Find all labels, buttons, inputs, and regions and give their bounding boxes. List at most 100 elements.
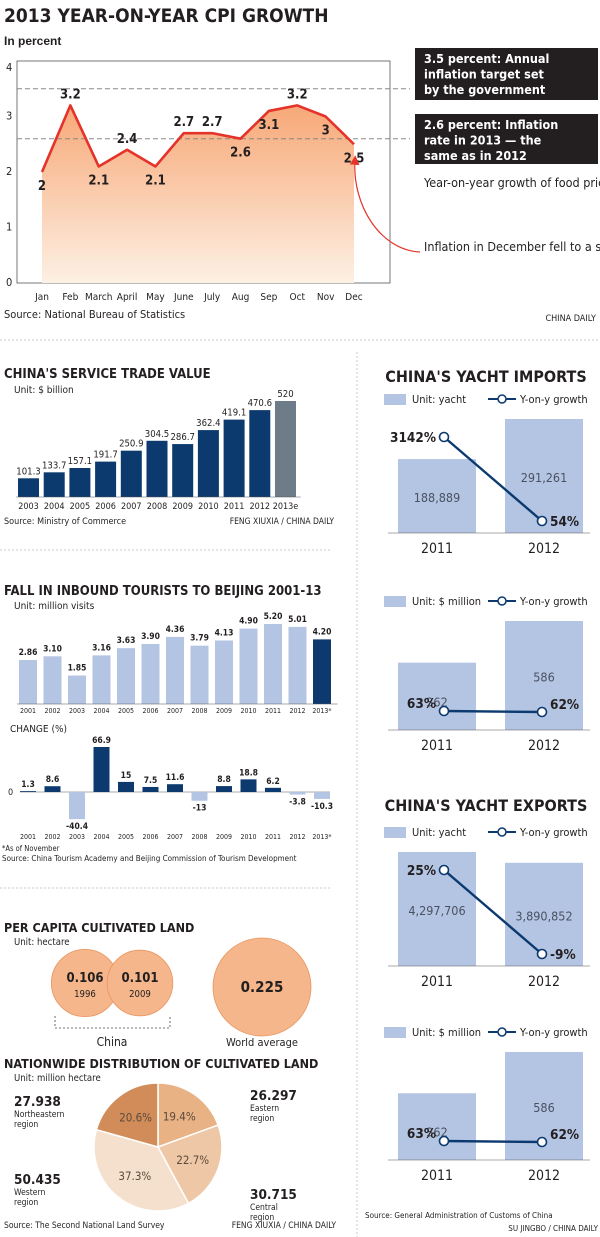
yacht-growth-line: [443, 709, 543, 714]
land-year-label: 2009: [129, 989, 151, 1000]
yacht-title: CHINA'S YACHT IMPORTS: [385, 367, 586, 386]
yacht-growth-line: [443, 869, 543, 955]
pie-slice: [95, 1082, 159, 1148]
tourists-value-label: 4.90: [239, 617, 258, 627]
yacht-growth-marker: [438, 864, 450, 876]
service-year-label: 2007: [121, 502, 142, 512]
yacht-growth-marker: [536, 1136, 548, 1148]
yacht-legend-swatch: [384, 827, 406, 838]
cpi-callout-text: by the government: [424, 82, 546, 97]
cpi-month-label: June: [173, 292, 194, 303]
service-year-label: 2008: [147, 502, 168, 512]
yacht-legend-marker: [497, 394, 507, 404]
pie-region-label: region: [14, 1198, 38, 1208]
cpi-note-food: Year-on-year growth of food prices was 5…: [423, 175, 600, 190]
yacht-year-label: 2012: [528, 541, 560, 557]
yacht-title: CHINA'S YACHT EXPORTS: [385, 796, 588, 815]
yacht-legend-marker: [497, 596, 507, 606]
pie-slice: [157, 1082, 220, 1149]
tourists-value-label: 5.01: [288, 615, 307, 625]
tourists-value-label: 1.85: [68, 664, 87, 674]
yacht-value-label: 362: [426, 1125, 447, 1140]
change-value-label: 11.6: [166, 773, 185, 783]
distribution-unit: Unit: million hectare: [14, 1073, 101, 1084]
service-unit: Unit: $ billion: [14, 385, 74, 396]
cpi-unit: In percent: [4, 34, 61, 48]
yacht-growth-marker: [536, 948, 548, 960]
change-value-label: 15: [121, 771, 132, 781]
change-bar: [240, 779, 257, 792]
yacht-growth-label: 63%: [407, 696, 436, 712]
cpi-value-label: 2.1: [145, 173, 166, 188]
cpi-month-label: April: [117, 292, 138, 303]
change-value-label: 18.8: [239, 768, 258, 778]
cpi-ytick-label: 3: [6, 110, 12, 123]
pie-pct-label: 37.3%: [118, 1169, 151, 1183]
service-bar: [275, 401, 296, 497]
change-bar: [118, 781, 134, 792]
tourists-unit: Unit: million visits: [14, 601, 95, 612]
service-year-label: 2011: [224, 502, 245, 512]
pie-region-label: region: [250, 1213, 274, 1223]
service-bar: [223, 419, 245, 497]
yacht-year-label: 2011: [421, 1168, 453, 1184]
tourists-bar: [19, 660, 37, 704]
change-bar: [20, 791, 36, 792]
yacht-growth-marker: [536, 515, 548, 527]
change-year-label: 2012: [289, 833, 305, 841]
yacht-growth-marker: [438, 1135, 450, 1147]
change-bar: [69, 792, 85, 820]
yacht-growth-label: 63%: [407, 1126, 436, 1142]
cpi-value-label: 3.2: [287, 87, 308, 102]
change-value-label: 6.2: [266, 777, 280, 787]
yacht-value-label: 362: [426, 694, 447, 709]
yacht-bar: [398, 662, 476, 730]
pie-region-label: Northeastern: [14, 1110, 64, 1120]
yacht-credit: SU JINGBO / CHINA DAILY: [508, 1224, 598, 1233]
cpi-arrow: [349, 155, 421, 253]
cpi-callout-text: 3.5 percent: Annual: [424, 51, 549, 66]
tourists-value-label: 2.86: [19, 648, 38, 658]
tourists-value-label: 5.20: [264, 612, 283, 622]
cpi-callout-box: [415, 114, 598, 164]
cpi-value-label: 3.1: [259, 118, 280, 133]
tourists-year-label: 2013*: [312, 707, 331, 715]
cpi-value-label: 2.6: [230, 146, 251, 161]
service-value-label: 191.7: [93, 450, 117, 461]
tourists-title: FALL IN INBOUND TOURISTS TO BEIJING 2001…: [4, 584, 322, 599]
tourists-bar: [141, 644, 160, 704]
change-bar: [289, 792, 306, 795]
change-year-label: 2009: [216, 833, 232, 841]
service-value-label: 101.3: [16, 466, 40, 477]
tourists-value-label: 3.16: [92, 643, 111, 653]
distribution-credit: FENG XIUXIA / CHINA DAILY: [232, 1221, 337, 1231]
tourists-year-label: 2003: [69, 707, 85, 715]
yacht-growth-label: -9%: [550, 947, 576, 963]
tourists-bar: [288, 626, 307, 704]
service-value-label: 419.1: [222, 408, 246, 419]
service-year-label: 2012: [249, 502, 270, 512]
yacht-value-label: 3,890,852: [515, 908, 572, 923]
cpi-month-label: Oct: [289, 292, 305, 303]
change-year-label: 2013*: [312, 833, 331, 841]
pie-region-label: Western: [14, 1188, 45, 1198]
service-year-label: 2006: [95, 502, 116, 512]
change-year-label: 2007: [167, 833, 183, 841]
cpi-line: [40, 104, 355, 173]
tourists-bar: [92, 655, 111, 704]
yacht-bar: [505, 419, 583, 533]
land-title: PER CAPITA CULTIVATED LAND: [4, 920, 194, 935]
tourists-year-label: 2009: [216, 707, 232, 715]
cpi-month-label: Jan: [34, 292, 49, 303]
yacht-legend-marker: [497, 1027, 507, 1037]
yacht-year-label: 2012: [528, 738, 560, 754]
change-bar: [265, 787, 281, 792]
pie-slice: [156, 1124, 223, 1205]
yacht-growth-line: [443, 436, 543, 522]
service-source: Source: Ministry of Commerce: [4, 517, 126, 527]
yacht-value-label: 291,261: [521, 470, 568, 485]
service-year-label: 2004: [44, 502, 65, 512]
yacht-legend-swatch: [384, 596, 406, 607]
yacht-bar: [398, 459, 476, 533]
change-year-label: 2006: [142, 833, 158, 841]
